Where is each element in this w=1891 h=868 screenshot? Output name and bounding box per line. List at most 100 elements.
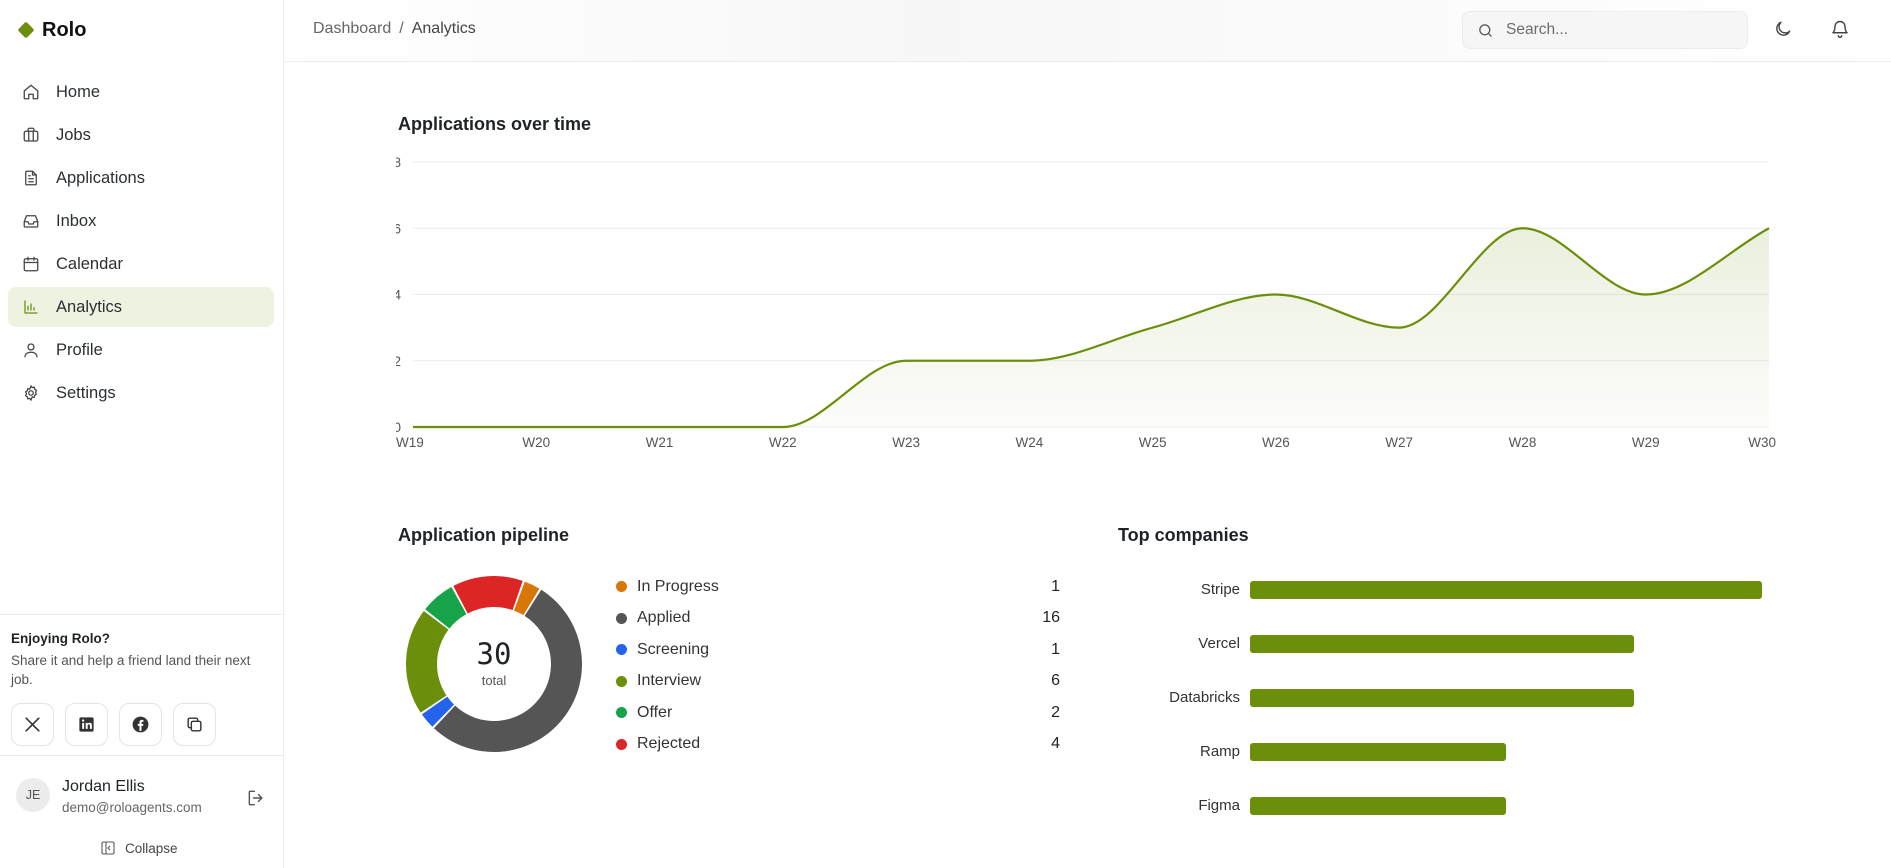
donut-slice-rejected[interactable]: [453, 576, 523, 614]
share-promo: Enjoying Rolo? Share it and help a frien…: [0, 614, 284, 746]
theme-toggle-button[interactable]: [1773, 19, 1795, 41]
legend-label: In Progress: [637, 577, 719, 595]
applications-over-time-title: Applications over time: [398, 114, 592, 134]
sidebar-item-label: Jobs: [56, 125, 91, 144]
sidebar-item-calendar[interactable]: Calendar: [8, 244, 274, 284]
gear-icon: [24, 385, 38, 401]
x-tick-label: W26: [1262, 435, 1290, 450]
search-box[interactable]: [1462, 11, 1748, 49]
top-companies-bar-chart: Stripe Vercel Databricks Ramp Figma: [1110, 580, 1810, 830]
notifications-button[interactable]: [1830, 19, 1852, 41]
y-tick-label: 0: [396, 420, 401, 435]
legend-dot: [616, 738, 627, 750]
company-bar[interactable]: [1250, 743, 1506, 761]
x-tick-label: W22: [769, 435, 797, 450]
breadcrumb-analytics: Analytics: [411, 20, 476, 37]
user-icon: [24, 343, 38, 358]
sidebar-item-profile[interactable]: Profile: [8, 330, 274, 370]
pipeline-donut-chart: 30 total: [406, 576, 582, 752]
legend-dot: [616, 612, 627, 624]
donut-slice-applied[interactable]: [433, 589, 582, 752]
donut-slice-in-progress[interactable]: [513, 581, 540, 616]
breadcrumb-dashboard[interactable]: Dashboard: [313, 20, 392, 37]
linkedin-icon: [79, 717, 94, 732]
company-row: Databricks: [1110, 688, 1810, 708]
company-label: Stripe: [1200, 581, 1240, 598]
calendar-icon: [23, 256, 39, 272]
collapse-label: Collapse: [125, 840, 178, 856]
legend-item: In Progress 1: [616, 571, 1060, 603]
sidebar-item-label: Inbox: [56, 211, 97, 230]
sidebar-item-label: Calendar: [56, 254, 123, 273]
donut-slice-offer[interactable]: [425, 586, 467, 629]
facebook-icon: [132, 716, 149, 733]
company-bar[interactable]: [1250, 635, 1634, 653]
company-row: Vercel: [1110, 634, 1810, 654]
legend-label: Screening: [637, 640, 710, 658]
legend-item: Applied 16: [616, 603, 1060, 635]
company-bar[interactable]: [1250, 689, 1634, 707]
y-tick-label: 2: [396, 354, 401, 369]
x-tick-label: W23: [892, 435, 920, 450]
brand[interactable]: Rolo: [17, 18, 87, 42]
legend-item: Offer 2: [616, 697, 1060, 729]
x-tick-label: W29: [1632, 435, 1660, 450]
legend-value: 1: [1051, 577, 1060, 595]
x-tick-label: W20: [522, 435, 550, 450]
company-bar[interactable]: [1250, 797, 1506, 815]
brand-name: Rolo: [42, 18, 87, 41]
legend-dot: [616, 644, 627, 656]
sidebar-item-home[interactable]: Home: [8, 72, 274, 112]
logout-button[interactable]: [246, 788, 266, 808]
sidebar-item-applications[interactable]: Applications: [8, 158, 274, 198]
legend-item: Interview 6: [616, 666, 1060, 698]
promo-title: Enjoying Rolo?: [11, 631, 110, 646]
share-facebook-button[interactable]: [119, 703, 162, 746]
copy-icon: [187, 717, 202, 732]
donut-svg: [406, 576, 582, 752]
x-icon: [25, 717, 40, 732]
file-text-icon: [25, 170, 37, 186]
legend-label: Interview: [637, 672, 702, 690]
bell-icon: [1832, 20, 1848, 38]
breadcrumb-separator: /: [399, 20, 404, 37]
legend-value: 16: [1042, 609, 1060, 627]
y-tick-label: 8: [396, 155, 401, 170]
pipeline-legend: In Progress 1 Applied 16 Screening 1 Interview…: [616, 571, 1060, 760]
search-input[interactable]: [1506, 21, 1736, 39]
series-line: [413, 227, 1770, 429]
sidebar-collapse-icon: [101, 841, 115, 855]
avatar[interactable]: JE: [16, 778, 50, 812]
company-row: Stripe: [1110, 580, 1810, 600]
logout-icon: [248, 790, 263, 806]
user-panel: JE Jordan Ellis demo@roloagents.com Coll…: [0, 755, 284, 868]
sidebar-item-analytics[interactable]: Analytics: [8, 287, 274, 327]
sidebar: Rolo Home Jobs Applications Inbox Calend…: [0, 0, 284, 868]
legend-label: Applied: [637, 609, 691, 627]
x-tick-label: W27: [1385, 435, 1413, 450]
copy-link-button[interactable]: [173, 703, 216, 746]
sidebar-item-jobs[interactable]: Jobs: [8, 115, 274, 155]
legend-item: Screening 1: [616, 634, 1060, 666]
share-linkedin-button[interactable]: [65, 703, 108, 746]
x-tick-label: W25: [1139, 435, 1167, 450]
user-email: demo@roloagents.com: [62, 800, 202, 815]
bar-chart-icon: [24, 300, 38, 314]
sidebar-item-inbox[interactable]: Inbox: [8, 201, 274, 241]
company-bar[interactable]: [1250, 581, 1762, 599]
sidebar-item-settings[interactable]: Settings: [8, 373, 274, 413]
donut-slice-screening[interactable]: [421, 696, 455, 727]
collapse-button[interactable]: Collapse: [100, 840, 178, 856]
legend-item: Rejected 4: [616, 729, 1060, 761]
share-x-button[interactable]: [11, 703, 54, 746]
x-tick-label: W19: [396, 435, 424, 450]
company-label: Ramp: [1199, 743, 1240, 760]
company-label: Figma: [1198, 797, 1240, 814]
donut-slice-interview[interactable]: [406, 610, 449, 713]
topbar: Dashboard / Analytics: [285, 0, 1891, 62]
legend-value: 6: [1051, 672, 1060, 690]
legend-label: Offer: [637, 703, 673, 721]
inbox-icon: [23, 215, 39, 228]
sidebar-item-label: Home: [56, 82, 101, 101]
user-name: Jordan Ellis: [62, 778, 145, 795]
